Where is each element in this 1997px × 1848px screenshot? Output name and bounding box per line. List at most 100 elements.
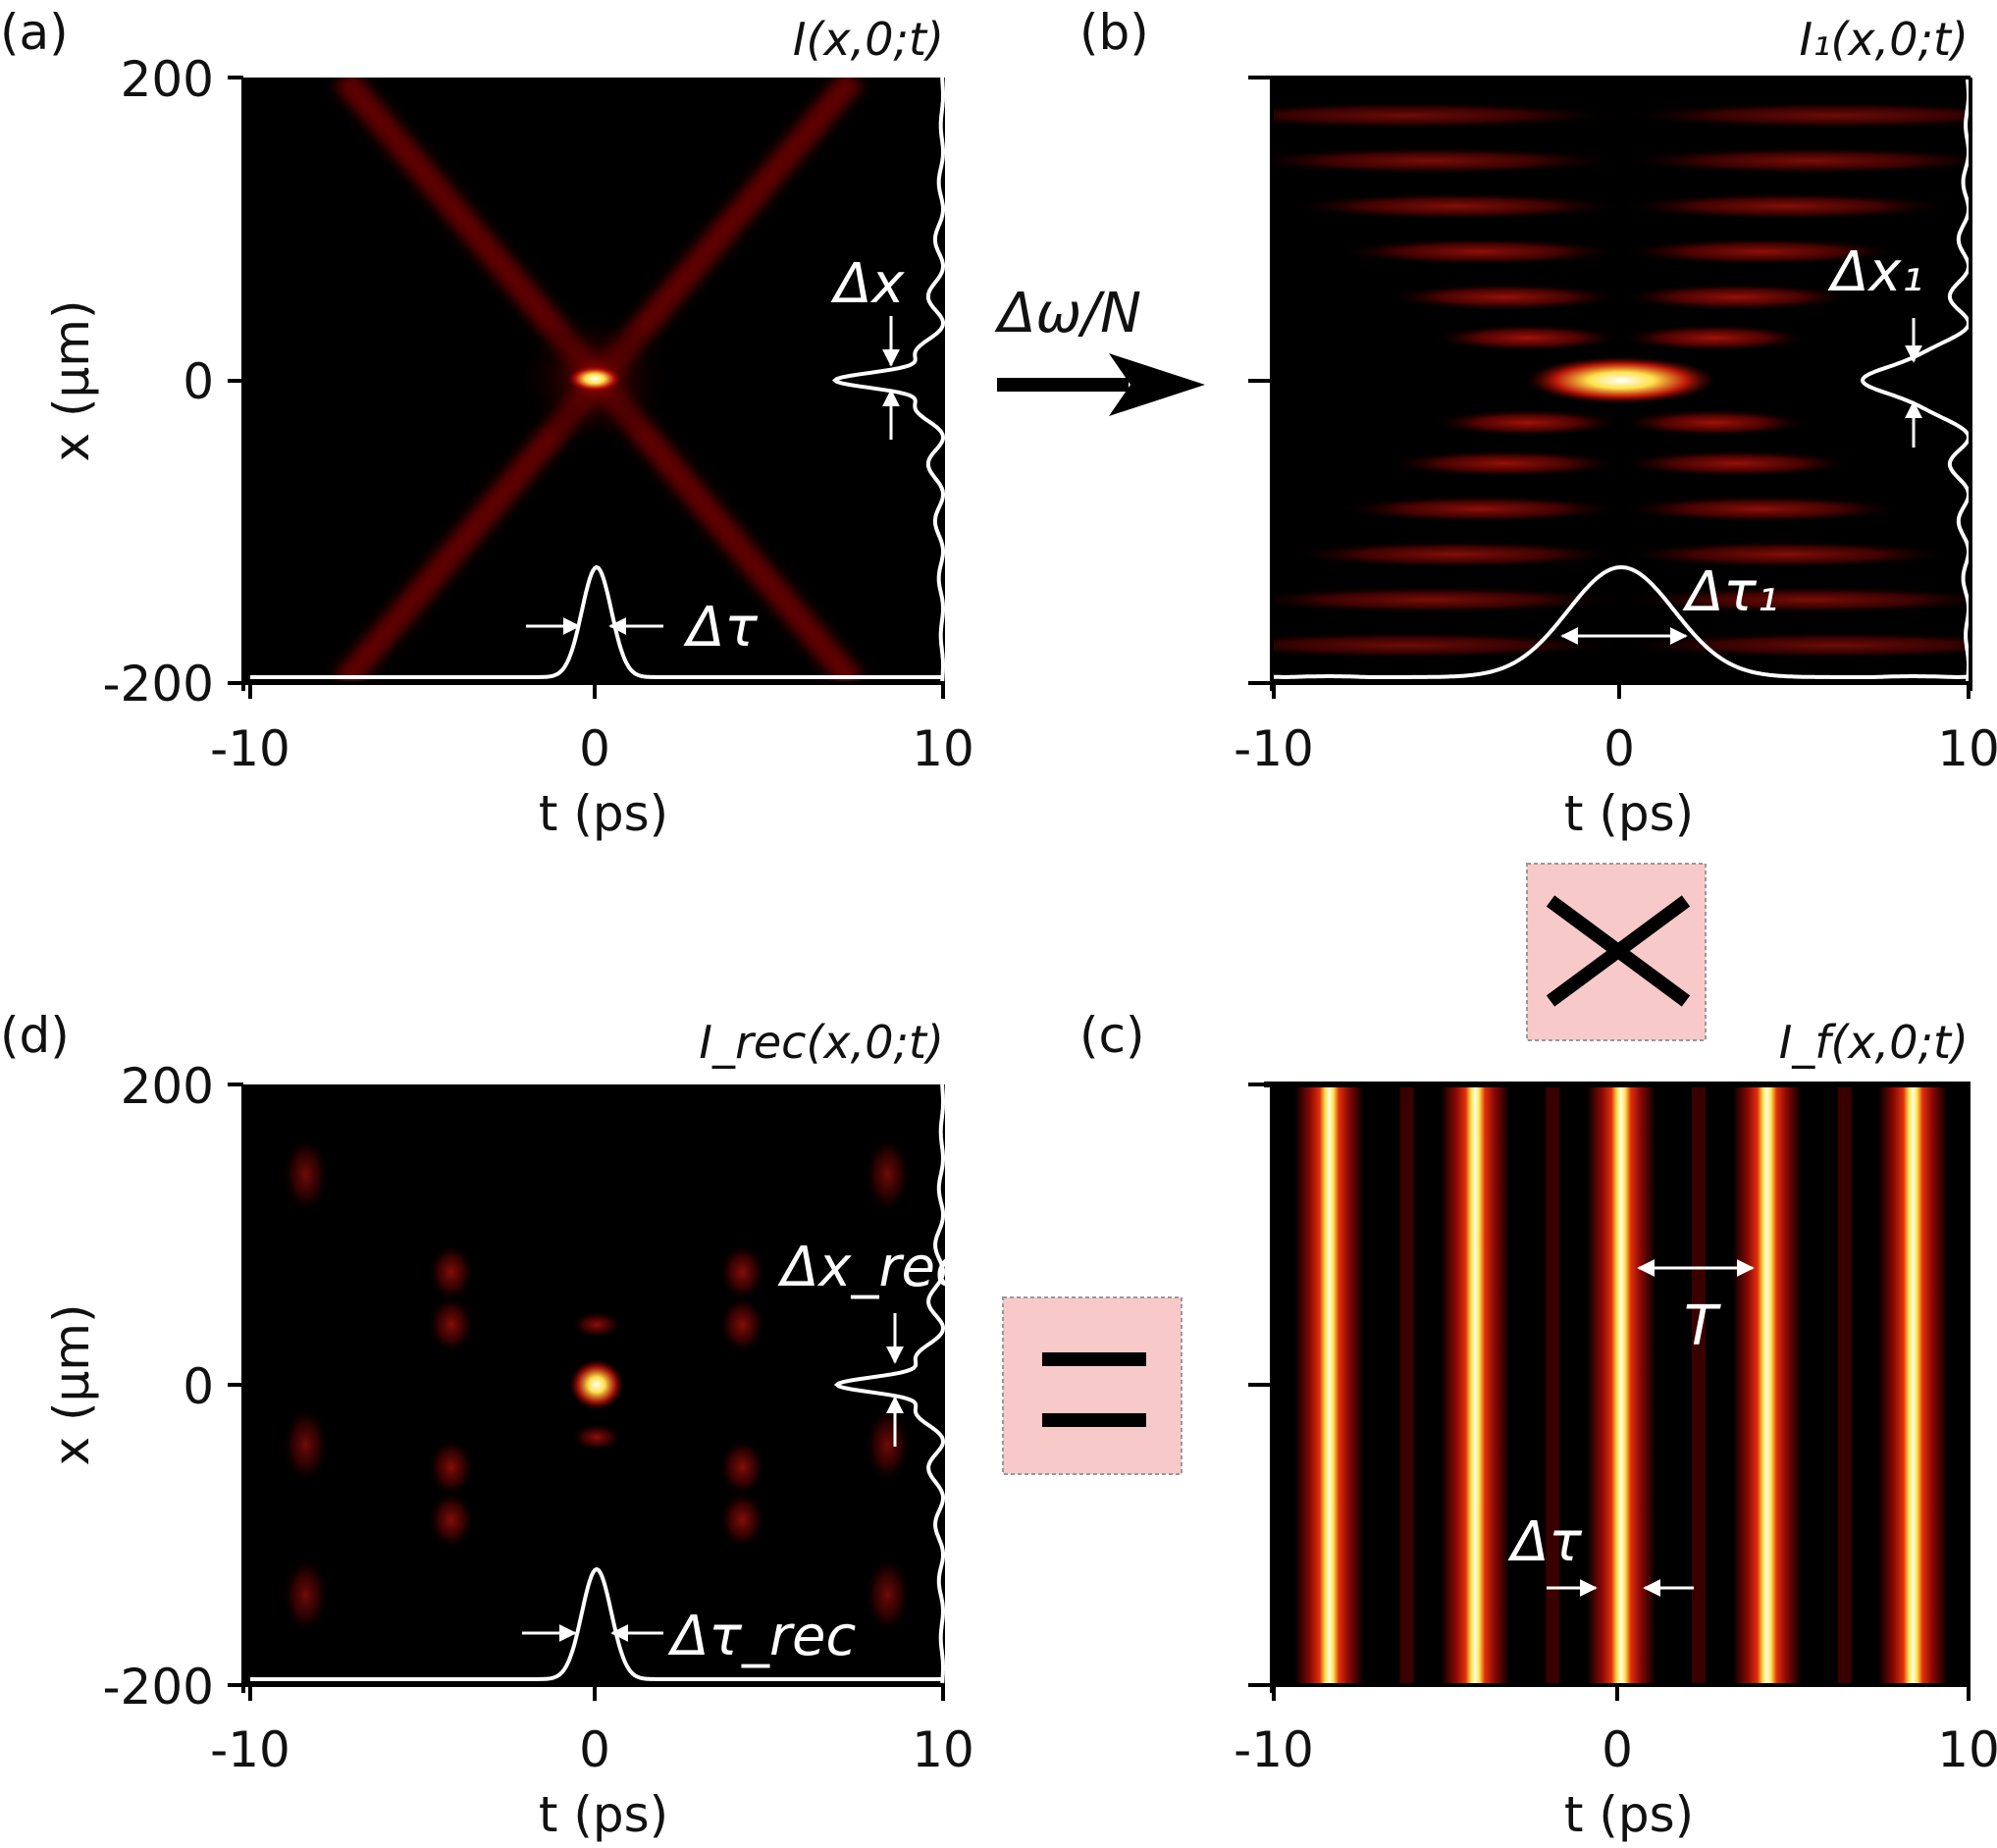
panel-d-heatmap — [282, 1135, 912, 1635]
panel-b-fringe — [1385, 449, 1625, 478]
panel-b-temporal-profile — [1274, 564, 1969, 679]
panel-a-tag: (a) — [0, 4, 69, 61]
panel-a-temporal-profile — [250, 564, 943, 679]
panel-d-replica-blob — [427, 1438, 475, 1498]
panel-a-xlabel: t (ps) — [539, 785, 668, 842]
panel-d-replica-blob — [427, 1242, 475, 1302]
panel-d-dx-label: Δx_rec — [777, 1236, 966, 1299]
panel-b-heatmap — [1272, 101, 1971, 660]
panel-d-ylabel: x (μm) — [43, 1303, 100, 1465]
equals-operator — [1002, 1296, 1182, 1475]
panel-d-xtick-3: 10 — [912, 1721, 974, 1778]
panel-d-dtau-label: Δτ_rec — [667, 1605, 857, 1668]
panel-b-fringe — [1335, 495, 1626, 523]
panel-b-central-lobe — [1527, 356, 1715, 404]
panel-c-dtau-label: Δτ — [1507, 1510, 1582, 1574]
panel-a-xtick-3: 10 — [912, 720, 974, 777]
panel-d-ytick-3: -200 — [103, 1659, 214, 1716]
panel-a-ytick-3: -200 — [103, 656, 214, 713]
panel-b-fringe — [1617, 283, 1858, 311]
panel-a-xtick-1: -10 — [210, 720, 290, 777]
panel-d-replica-blob — [282, 1405, 330, 1485]
panel-d-side-lobe — [571, 1423, 622, 1452]
panel-b-fringe — [1272, 586, 1628, 614]
panel-b-fringe — [1617, 449, 1858, 478]
panel-a-spatial-profile — [831, 77, 946, 684]
panel-d-replica-blob — [864, 1135, 912, 1214]
transform-arrow: Δω/N — [994, 282, 1205, 416]
panel-b-dx-label: Δx₁ — [1827, 240, 1923, 304]
panel-c-pulse-stripe — [1732, 1084, 1802, 1685]
panel-b-fringe — [1617, 408, 1813, 437]
multiply-operator — [1526, 863, 1707, 1041]
panel-b-fringe — [1615, 192, 1958, 221]
panel-b: Δτ₁ Δx₁ -10 0 10 t (ps) (b) I₁(x,0;t) — [1079, 4, 1997, 842]
panel-a-title: I(x,0;t) — [793, 13, 944, 66]
panel-b-fringe — [1285, 540, 1627, 568]
panel-b-fringe — [1272, 101, 1629, 130]
panel-a-focus-spot — [567, 365, 622, 393]
panel-b-fringe — [1617, 324, 1813, 352]
panel-d-replica-blob — [427, 1490, 475, 1550]
panel-b-tag: (b) — [1079, 4, 1149, 61]
panel-d-xlabel: t (ps) — [539, 1786, 668, 1843]
panel-d-ytick-1: 200 — [121, 1058, 214, 1115]
panel-b-fringe — [1613, 631, 1971, 660]
panel-a-heatmap — [334, 78, 864, 683]
panel-b-xtick-3: 10 — [1937, 720, 1997, 777]
panel-a-ytick-1: 200 — [121, 51, 214, 108]
panel-c-side-band — [1546, 1084, 1560, 1685]
panel-d-temporal-profile — [250, 1566, 943, 1681]
panel-b-fringe — [1614, 586, 1971, 614]
panel-c-side-band — [1837, 1084, 1852, 1685]
panel-c-title: I_f(x,0;t) — [1779, 1016, 1969, 1069]
panel-d-replica-blob — [427, 1294, 475, 1354]
panel-c-xlabel: t (ps) — [1564, 1786, 1694, 1843]
panel-a-dtau-label: Δτ — [683, 596, 758, 660]
panel-d-replica-blob — [282, 1556, 330, 1635]
panel-c-pulse-stripe — [1878, 1084, 1948, 1685]
panel-a-ylabel: x (μm) — [43, 299, 100, 461]
panel-b-fringe — [1616, 495, 1908, 523]
equals-box — [1002, 1296, 1182, 1475]
panel-d-ytick-2: 0 — [183, 1358, 214, 1415]
panel-b-fringe — [1614, 146, 1971, 175]
panel-b-title: I₁(x,0;t) — [1799, 13, 1969, 66]
panel-c-pulse-stripe — [1587, 1084, 1655, 1685]
panel-d-title: I_rec(x,0;t) — [699, 1016, 944, 1069]
panel-c-side-band — [1399, 1084, 1414, 1685]
panel-d-side-lobe — [571, 1310, 622, 1339]
panel-b-xlabel: t (ps) — [1564, 785, 1694, 842]
panel-b-fringe — [1285, 192, 1627, 221]
panel-d-replica-blob — [282, 1135, 330, 1214]
panel-c-pulse-stripe — [1441, 1084, 1510, 1685]
panel-b-fringe — [1613, 101, 1971, 130]
panel-d-replica-blob — [864, 1405, 912, 1485]
panel-c-period-label: T — [1684, 1294, 1721, 1358]
panel-d-replica-blob — [718, 1294, 766, 1354]
panel-c-xtick-2: 0 — [1602, 1721, 1633, 1778]
panel-d-tag: (d) — [0, 1007, 70, 1064]
panel-b-fringe — [1430, 408, 1625, 437]
panel-d: Δτ_rec Δx_rec -10 0 10 200 0 -200 t (ps)… — [0, 1007, 974, 1843]
panel-b-fringe — [1272, 631, 1629, 660]
panel-d-spatial-profile — [833, 1083, 946, 1686]
panel-c: T Δτ -10 0 10 t (ps) (c) I_f(x,0;t) — [1079, 1007, 1997, 1843]
panel-d-replica-blob — [718, 1490, 766, 1550]
panel-b-fringe — [1272, 146, 1628, 175]
panel-b-fringe — [1335, 238, 1626, 266]
panel-b-xtick-1: -10 — [1234, 720, 1314, 777]
arrow-label: Δω/N — [994, 282, 1141, 345]
panel-b-spatial-profile — [1860, 77, 1971, 684]
panel-b-xtick-2: 0 — [1603, 720, 1635, 777]
arrow-head — [1109, 353, 1205, 416]
panel-a-ytick-2: 0 — [183, 353, 214, 410]
panel-c-xtick-3: 10 — [1937, 1721, 1997, 1778]
panel-d-central-spot — [569, 1359, 624, 1410]
panel-b-dtau-label: Δτ₁ — [1682, 560, 1778, 624]
panel-b-fringe — [1430, 324, 1625, 352]
multiply-stroke-2 — [1546, 895, 1691, 1007]
panel-d-replica-blob — [718, 1438, 766, 1498]
panel-d-replica-blob — [864, 1556, 912, 1635]
